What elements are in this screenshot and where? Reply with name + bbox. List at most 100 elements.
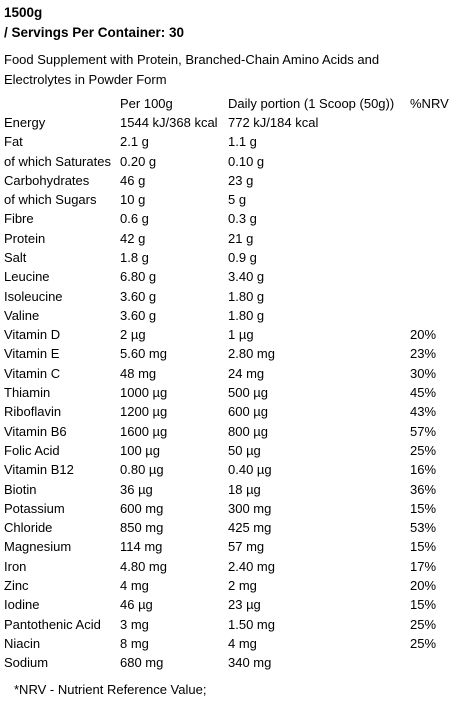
cell: 36 µg [120,481,153,497]
cell: 4 mg [228,635,257,651]
cell: 1.50 mg [228,616,275,632]
row-label: Vitamin E [4,346,60,362]
cell: 0.10 g [228,153,265,169]
cell: 1600 µg [120,423,168,439]
cell: 15% [410,539,437,555]
row-label: Niacin [4,635,41,651]
cell: 30% [410,365,437,381]
row-label: Fat [4,134,23,150]
cell: 6.80 g [120,269,157,285]
cell: 1544 kJ/368 kcal [120,115,218,130]
row-label: Vitamin C [4,365,61,381]
cell: 53% [410,520,437,536]
row-label: Pantothenic Acid [4,616,101,632]
row-label: Isoleucine [4,288,63,304]
cell: 2 mg [228,577,257,593]
row-label: Iron [4,558,27,574]
row-label: Valine [4,307,40,323]
cell: 20% [410,577,437,593]
cell: 1.80 g [228,307,265,323]
cell: 36% [410,481,437,497]
footnote: *NRV - Nutrient Reference Value; [14,682,207,697]
cell: 600 µg [228,404,269,420]
cell: 114 mg [120,539,163,555]
cell: 0.9 g [228,250,257,266]
title: 1500g [4,5,43,20]
cell: 25% [410,635,437,651]
cell: 850 mg [120,520,164,536]
cell: 16% [410,462,437,478]
cell: 3.60 g [120,307,157,323]
cell: 18 µg [228,481,261,497]
cell: 5 g [228,192,247,208]
cell: 23 µg [228,597,261,613]
cell: 46 µg [120,597,153,613]
row-label: Biotin [4,481,37,497]
cell: 21 g [228,230,254,246]
cell: 23 g [228,172,254,188]
row-label: Iodine [4,597,40,613]
row-label: Vitamin B12 [4,462,74,478]
cell: 600 mg [120,500,164,516]
cell: 800 µg [228,423,269,439]
cell: 425 mg [228,520,272,536]
row-label: Salt [4,250,27,266]
cell: 46 g [120,172,146,188]
cell: 1.1 g [228,134,257,150]
cell: 300 mg [228,500,272,516]
cell: 1.80 g [228,288,265,304]
row-label: Potassium [4,500,65,516]
cell: 2.80 mg [228,346,275,362]
cell: 57 mg [228,539,265,555]
row-label: of which Sugars [4,192,97,208]
row-label: Carbohydrates [4,172,90,188]
description: Food Supplement with Protein, Branched-C… [4,52,380,87]
cell: 15% [410,597,437,613]
cell: 1000 µg [120,385,168,401]
cell: 45% [410,385,437,401]
cell: 2 µg [120,327,146,343]
cell: 20% [410,327,437,343]
row-label: Folic Acid [4,442,60,458]
cell: 3 mg [120,616,149,632]
row-label: Energy [4,115,46,130]
cell: 0.3 g [228,211,257,227]
column-header: Per 100g [120,96,173,111]
subtitle: / Servings Per Container: 30 [4,25,185,40]
row-label: Magnesium [4,539,72,555]
cell: 1200 µg [120,404,168,420]
cell: 25% [410,616,437,632]
cell: 8 mg [120,635,149,651]
cell: 0.40 µg [228,462,272,478]
cell: 0.20 g [120,153,157,169]
cell: 1.8 g [120,250,149,266]
cell: 23% [410,346,437,362]
cell: 5.60 mg [120,346,167,362]
row-label: Protein [4,230,46,246]
cell: 100 µg [120,442,161,458]
cell: 10 g [120,192,146,208]
cell: 4.80 mg [120,558,167,574]
cell: 3.40 g [228,269,265,285]
column-header: %NRV [410,96,449,111]
cell: 24 mg [228,365,265,381]
cell: 50 µg [228,442,261,458]
cell: 15% [410,500,437,516]
cell: 0.6 g [120,211,149,227]
cell: 340 mg [228,655,272,671]
row-label: of which Saturates [4,153,111,169]
cell: 500 µg [228,385,269,401]
cell: 680 mg [120,655,164,671]
column-header: Daily portion (1 Scoop (50g)) [228,96,395,111]
cell: 25% [410,442,437,458]
row-label: Chloride [4,520,53,536]
row-label: Vitamin D [4,327,61,343]
cell: 772 kJ/184 kcal [228,115,319,130]
row-label: Leucine [4,269,50,285]
cell: 48 mg [120,365,157,381]
row-label: Riboflavin [4,404,62,420]
cell: 2.40 mg [228,558,275,574]
cell: 3.60 g [120,288,157,304]
row-label: Fibre [4,211,34,227]
